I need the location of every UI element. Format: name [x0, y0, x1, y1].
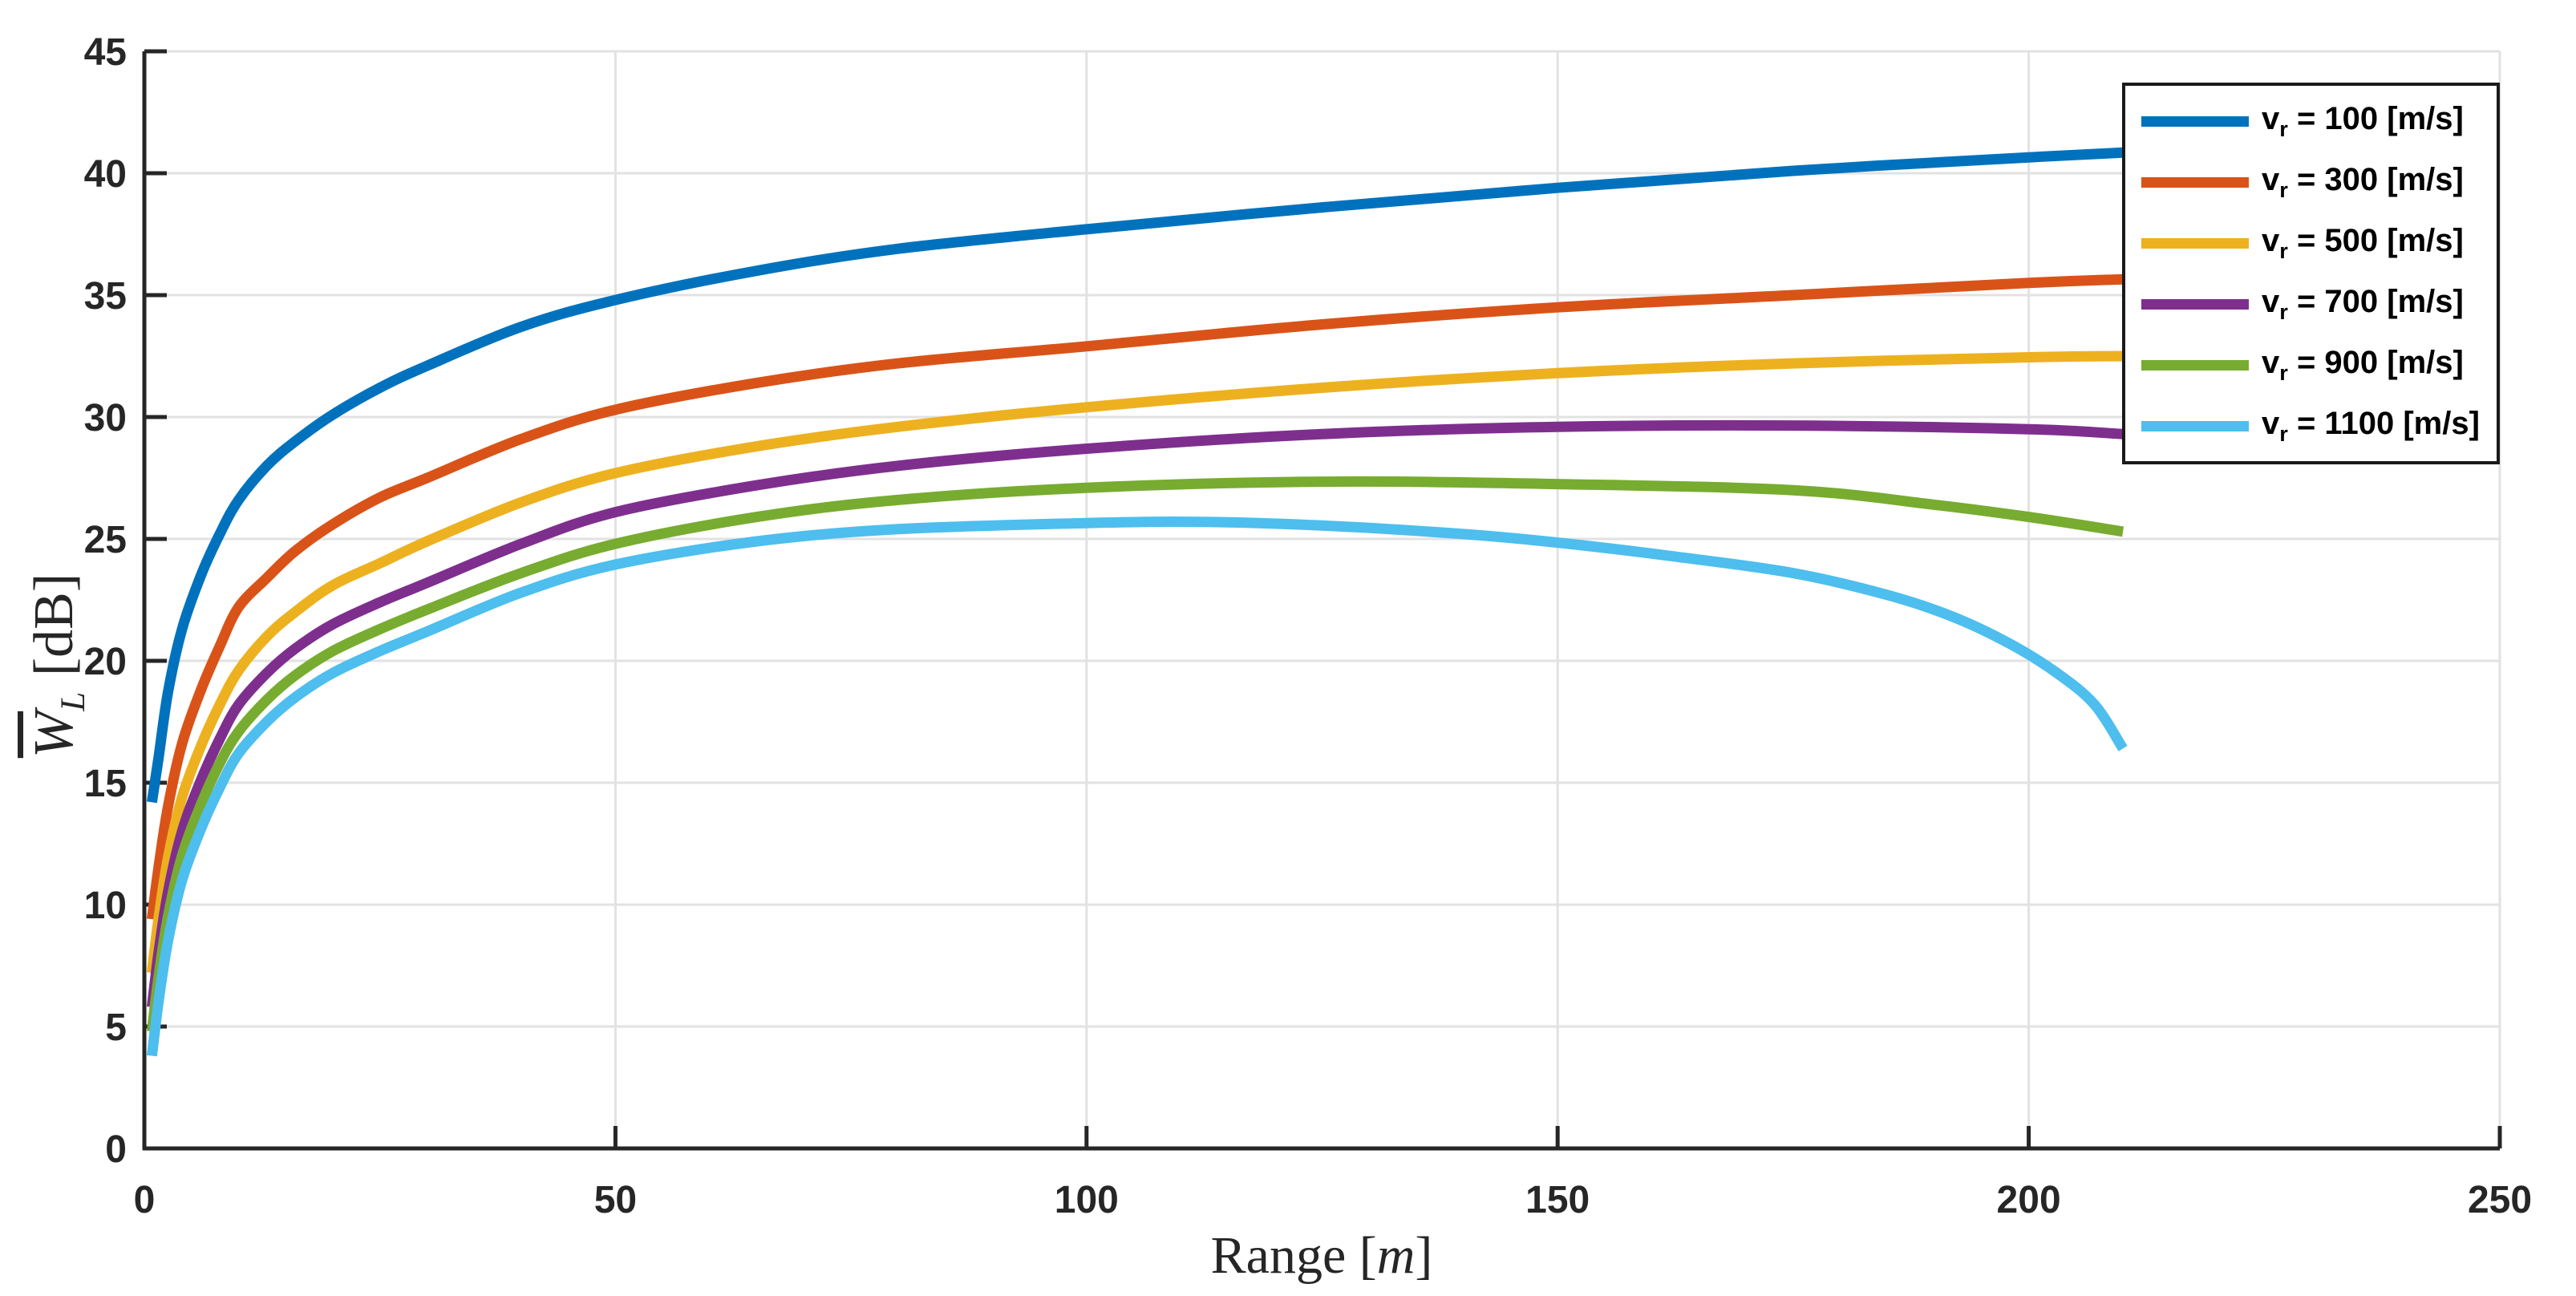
- x-axis-label: Range [m]: [1210, 1226, 1433, 1285]
- legend-item: vr = 500 [m/s]: [2141, 223, 2497, 264]
- legend-item: vr = 100 [m/s]: [2141, 101, 2497, 142]
- x-tick-label: 150: [1525, 1179, 1590, 1221]
- legend-line-swatch: [2141, 115, 2249, 127]
- legend-label: vr = 300 [m/s]: [2262, 161, 2464, 202]
- y-tick-label: 40: [84, 153, 127, 196]
- legend-line-swatch: [2141, 237, 2249, 249]
- y-tick-label: 45: [84, 31, 127, 74]
- x-tick-label: 0: [134, 1179, 156, 1221]
- curve-900: [146, 476, 2124, 1032]
- y-axis-label: WL [dB]: [22, 573, 93, 758]
- y-tick-label: 10: [84, 885, 127, 927]
- legend-line-swatch: [2141, 298, 2249, 310]
- legend-label: vr = 500 [m/s]: [2262, 222, 2464, 263]
- y-axis-symbol: W: [23, 711, 85, 759]
- legend-line-swatch: [2141, 420, 2249, 431]
- curve-500: [146, 350, 2124, 974]
- y-axis-unit: [dB]: [23, 573, 85, 677]
- y-tick-label: 30: [84, 397, 127, 439]
- legend-label: vr = 900 [m/s]: [2262, 344, 2464, 385]
- x-tick-label: 200: [1997, 1179, 2061, 1221]
- legend-line-swatch: [2141, 359, 2249, 371]
- curve-300: [146, 273, 2124, 921]
- legend: vr = 100 [m/s] vr = 300 [m/s] vr = 500 [m/…: [2122, 83, 2500, 464]
- y-tick-label: 15: [84, 763, 127, 805]
- y-tick-label: 0: [105, 1128, 127, 1171]
- y-axis-subscript: L: [54, 691, 92, 711]
- curve-700: [146, 419, 2124, 1008]
- legend-item: vr = 700 [m/s]: [2141, 284, 2497, 325]
- legend-label: vr = 100 [m/s]: [2262, 100, 2464, 141]
- legend-line-swatch: [2141, 176, 2249, 188]
- curve-1100: [146, 516, 2128, 1057]
- legend-item: vr = 1100 [m/s]: [2141, 406, 2497, 447]
- y-tick-label: 20: [84, 641, 127, 683]
- x-tick-label: 100: [1055, 1179, 1119, 1221]
- x-axis-label-text: Range: [1210, 1226, 1347, 1285]
- curve-100: [146, 147, 2124, 804]
- legend-label: vr = 1100 [m/s]: [2262, 405, 2480, 446]
- x-axis-unit-symbol: m: [1376, 1226, 1416, 1285]
- legend-label: vr = 700 [m/s]: [2262, 283, 2464, 324]
- y-tick-label: 25: [84, 519, 127, 561]
- y-tick-label: 35: [84, 275, 127, 318]
- legend-item: vr = 300 [m/s]: [2141, 162, 2497, 203]
- legend-item: vr = 900 [m/s]: [2141, 345, 2497, 386]
- y-tick-label: 5: [105, 1006, 127, 1049]
- x-tick-label: 50: [594, 1179, 637, 1221]
- x-tick-label: 250: [2468, 1179, 2532, 1221]
